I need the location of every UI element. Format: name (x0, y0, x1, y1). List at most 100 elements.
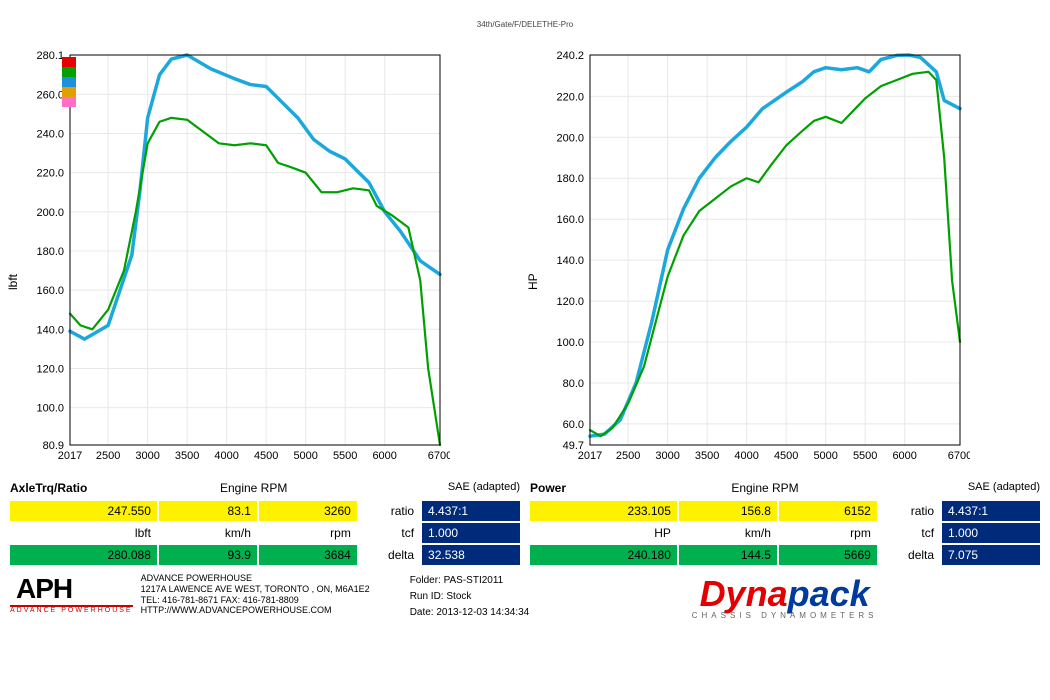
readout-green-2: 5669 (779, 545, 877, 565)
company-line-2: TEL: 416-781-8671 FAX: 416-781-8809 (141, 595, 370, 606)
run-metadata: Folder: PAS-STI2011Run ID: StockDate: 20… (410, 573, 530, 621)
readout-yellow-1: 83.1 (159, 501, 257, 521)
chart-svg: 2017250030003500400045005000550060006700… (530, 35, 970, 475)
y-axis-label: lbft (6, 274, 20, 290)
dynapack-text-b: pack (788, 573, 870, 614)
svg-text:100.0: 100.0 (556, 337, 584, 349)
svg-text:4500: 4500 (774, 450, 798, 462)
readout-yellow-2: 3260 (259, 501, 357, 521)
company-line-3: HTTP://WWW.ADVANCEPOWERHOUSE.COM (141, 605, 370, 616)
sae-label: SAE (adapted) (940, 477, 1040, 495)
svg-text:5500: 5500 (333, 450, 357, 462)
dynapack-text-a: Dyna (700, 573, 788, 614)
readout-yellow-0: 247.550 (10, 501, 157, 521)
readout-right-label-1: tcf (359, 523, 420, 543)
readout-green-0: 240.180 (530, 545, 677, 565)
svg-text:6000: 6000 (892, 450, 916, 462)
page-subtitle: 34th/Gate/F/DELETHE-Pro (10, 20, 1040, 29)
readout-right-value-0: 4.437:1 (942, 501, 1040, 521)
readout-unit-0: HP (530, 523, 677, 543)
readout-block: 233.105 156.8 6152 ratio 4.437:1 HP km/h… (530, 501, 1040, 565)
readout-right-label-2: delta (879, 545, 940, 565)
readout-right-value-1: 1.000 (942, 523, 1040, 543)
chart-svg: 2017250030003500400045005000550060006700… (10, 35, 450, 475)
meta-row-0: Folder: PAS-STI2011 (410, 573, 530, 589)
dynapack-logo-block: Dynapack CHASSIS DYNAMOMETERS (529, 573, 1040, 620)
readout-right-label-0: ratio (359, 501, 420, 521)
svg-text:4000: 4000 (214, 450, 238, 462)
svg-text:180.0: 180.0 (556, 173, 584, 185)
readout-yellow-1: 156.8 (679, 501, 777, 521)
svg-text:160.0: 160.0 (556, 214, 584, 226)
svg-text:4000: 4000 (734, 450, 758, 462)
svg-text:5000: 5000 (293, 450, 317, 462)
readout-yellow-0: 233.105 (530, 501, 677, 521)
readout-right-label-1: tcf (879, 523, 940, 543)
readout-right-label-0: ratio (879, 501, 940, 521)
footer: APH ADVANCE POWERHOUSE ADVANCE POWERHOUS… (10, 573, 1040, 621)
x-axis-label: Engine RPM (87, 477, 420, 495)
svg-text:80.9: 80.9 (43, 440, 64, 452)
chart-title: Power (530, 477, 590, 495)
svg-text:6000: 6000 (372, 450, 396, 462)
svg-text:60.0: 60.0 (563, 419, 584, 431)
svg-text:140.0: 140.0 (36, 324, 64, 336)
company-info: ADVANCE POWERHOUSE1217A LAWENCE AVE WEST… (141, 573, 370, 616)
dynapack-logo: Dynapack (700, 573, 870, 615)
svg-text:3000: 3000 (135, 450, 159, 462)
meta-row-1: Run ID: Stock (410, 589, 530, 605)
svg-text:240.0: 240.0 (36, 129, 64, 141)
readout-green-2: 3684 (259, 545, 357, 565)
dynapack-sub: CHASSIS DYNAMOMETERS (529, 611, 1040, 620)
svg-text:100.0: 100.0 (36, 403, 64, 415)
svg-text:180.0: 180.0 (36, 246, 64, 258)
x-axis-label: Engine RPM (590, 477, 940, 495)
aph-logo-sub: ADVANCE POWERHOUSE (10, 607, 133, 614)
svg-text:5500: 5500 (853, 450, 877, 462)
charts-row: lbft201725003000350040004500500055006000… (10, 35, 1040, 565)
svg-text:220.0: 220.0 (36, 168, 64, 180)
readout-green-1: 93.9 (159, 545, 257, 565)
chart-title: AxleTrq/Ratio (10, 477, 87, 495)
svg-text:5000: 5000 (813, 450, 837, 462)
svg-text:200.0: 200.0 (36, 207, 64, 219)
readout-right-value-1: 1.000 (422, 523, 520, 543)
readout-unit-2: rpm (259, 523, 357, 543)
readout-block: 247.550 83.1 3260 ratio 4.437:1 lbft km/… (10, 501, 520, 565)
readout-unit-2: rpm (779, 523, 877, 543)
readout-yellow-2: 6152 (779, 501, 877, 521)
svg-text:260.0: 260.0 (36, 89, 64, 101)
readout-right-value-2: 32.538 (422, 545, 520, 565)
svg-text:49.7: 49.7 (563, 440, 584, 452)
readout-right-label-2: delta (359, 545, 420, 565)
svg-text:120.0: 120.0 (556, 296, 584, 308)
svg-text:240.2: 240.2 (556, 50, 584, 62)
svg-text:6700: 6700 (948, 450, 970, 462)
svg-text:3500: 3500 (175, 450, 199, 462)
svg-text:140.0: 140.0 (556, 255, 584, 267)
legend-swatches (62, 57, 76, 107)
svg-text:200.0: 200.0 (556, 132, 584, 144)
svg-text:3500: 3500 (695, 450, 719, 462)
svg-text:120.0: 120.0 (36, 363, 64, 375)
svg-text:3000: 3000 (655, 450, 679, 462)
sae-label: SAE (adapted) (420, 477, 520, 495)
company-line-1: 1217A LAWENCE AVE WEST, TORONTO , ON, M6… (141, 584, 370, 595)
svg-text:80.0: 80.0 (563, 378, 584, 390)
readout-green-1: 144.5 (679, 545, 777, 565)
y-axis-label: HP (526, 273, 540, 290)
svg-text:280.1: 280.1 (36, 50, 64, 62)
readout-unit-1: km/h (159, 523, 257, 543)
aph-logo-block: APH ADVANCE POWERHOUSE (10, 573, 133, 614)
readout-unit-1: km/h (679, 523, 777, 543)
meta-row-2: Date: 2013-12-03 14:34:34 (410, 605, 530, 621)
readout-unit-0: lbft (10, 523, 157, 543)
svg-text:220.0: 220.0 (556, 91, 584, 103)
readout-right-value-2: 7.075 (942, 545, 1040, 565)
svg-text:2500: 2500 (96, 450, 120, 462)
svg-text:6700: 6700 (428, 450, 450, 462)
company-line-0: ADVANCE POWERHOUSE (141, 573, 370, 584)
readout-right-value-0: 4.437:1 (422, 501, 520, 521)
svg-text:160.0: 160.0 (36, 285, 64, 297)
chart-1: HP20172500300035004000450050005500600067… (530, 35, 1040, 565)
